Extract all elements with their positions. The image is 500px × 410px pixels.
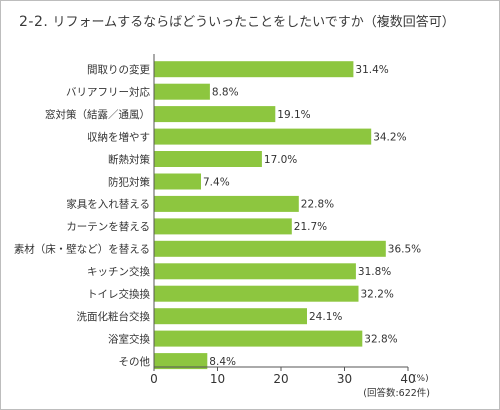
x-axis-unit: (%) [413, 374, 429, 384]
x-tick-label: 0 [150, 372, 158, 386]
x-tick-label: 20 [273, 372, 288, 386]
category-label: 収納を増やす [87, 130, 150, 143]
value-label: 36.5% [388, 244, 421, 256]
value-label: 21.7% [294, 221, 327, 233]
chart-title: 2-2. リフォームするならばどういったことをしたいですか（複数回答可） [19, 11, 455, 30]
bar [154, 83, 210, 100]
value-label: 24.1% [309, 311, 342, 323]
value-label: 7.4% [203, 176, 230, 188]
chart-title-text: リフォームするならばどういったことをしたいですか（複数回答可） [52, 15, 455, 30]
category-label: 浴室交換 [108, 332, 150, 345]
bar [154, 195, 299, 212]
value-label: 22.8% [301, 199, 334, 211]
category-label: トイレ交換換 [87, 288, 150, 301]
value-label: 32.2% [361, 289, 394, 301]
category-label: 素材（床・壁など）を替える [14, 243, 150, 256]
value-label: 8.4% [209, 356, 236, 368]
bar [154, 106, 276, 123]
bar [154, 173, 201, 190]
bar [154, 151, 262, 167]
category-label: カーテンを替える [66, 220, 150, 233]
bar [154, 61, 354, 78]
value-label: 17.0% [264, 154, 297, 166]
category-label: 窓対策（結露／通風） [45, 108, 150, 121]
bar [154, 128, 372, 145]
response-count-note: (回答数:622件) [363, 387, 430, 399]
category-label: 洗面化粧台交換 [77, 310, 151, 323]
value-label: 32.8% [364, 333, 397, 345]
value-label: 19.1% [277, 109, 310, 121]
value-label: 8.8% [212, 87, 239, 99]
bar [154, 330, 363, 347]
value-label: 31.4% [355, 64, 388, 76]
bar [154, 285, 359, 302]
value-label: 34.2% [373, 131, 406, 143]
category-label: 家具を入れ替える [66, 198, 150, 211]
bar [154, 240, 386, 257]
x-tick-label: 30 [337, 372, 352, 386]
chart-title-number: 2-2. [19, 14, 49, 30]
bar [154, 353, 208, 370]
category-label: 間取りの変更 [87, 63, 150, 76]
x-tick-label: 40 [400, 372, 415, 386]
bar [154, 263, 356, 280]
bar [154, 308, 307, 325]
category-label: 防犯対策 [108, 175, 150, 188]
x-tick-label: 10 [210, 372, 225, 386]
category-label: その他 [119, 355, 151, 368]
category-label: 断熱対策 [108, 153, 150, 166]
category-label: バリアフリー対応 [66, 86, 150, 99]
value-label: 31.8% [358, 266, 391, 278]
bar [154, 218, 292, 235]
category-label: キッチン交換 [87, 265, 150, 278]
